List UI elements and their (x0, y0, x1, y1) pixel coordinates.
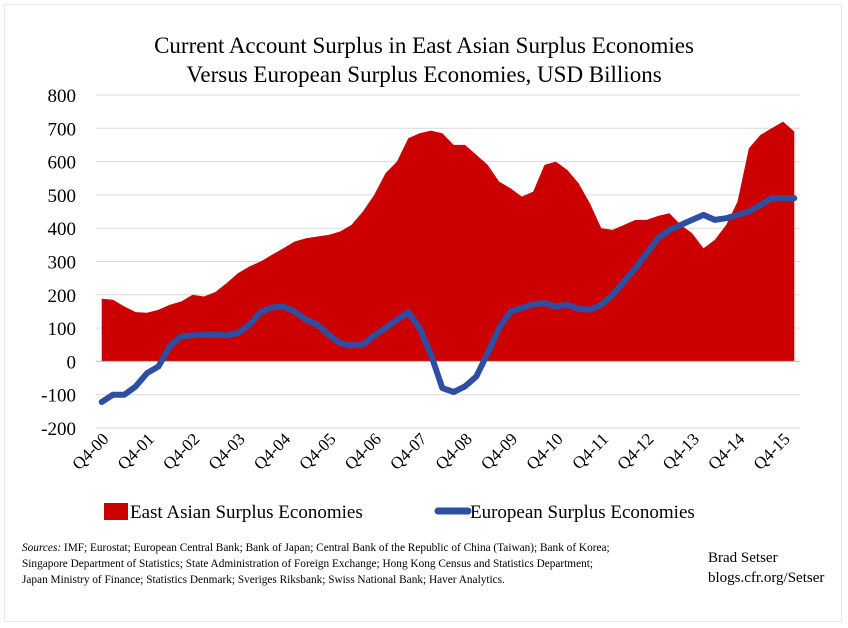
sources-line-2: Singapore Department of Statistics; Stat… (22, 558, 594, 570)
sources-line-1: IMF; Eurostat; European Central Bank; Ba… (61, 542, 610, 554)
y-tick-label: 600 (48, 153, 77, 174)
y-tick-label: -100 (41, 386, 76, 407)
legend: East Asian Surplus Economies European Su… (104, 502, 695, 523)
author-url: blogs.cfr.org/Setser (708, 570, 825, 586)
x-axis-ticks: Q4-00 Q4-01 Q4-02 Q4-03 Q4-04 Q4-05 Q4-06 Q4-07… (68, 429, 793, 474)
y-tick-label: 200 (48, 286, 77, 307)
line-european (98, 195, 798, 405)
chart-frame (4, 4, 842, 622)
y-tick-label: 300 (48, 253, 77, 274)
y-tick-label: 800 (48, 86, 77, 107)
y-tick-label: 400 (48, 219, 77, 240)
y-tick-label: 0 (67, 352, 77, 373)
legend-label-european: European Surplus Economies (470, 502, 695, 523)
x-tick-label: Q4-02 (159, 429, 203, 473)
x-tick-label: Q4-04 (250, 429, 295, 474)
author-credit: Brad Setser blogs.cfr.org/Setser (708, 548, 824, 588)
sources-line-3: Japan Ministry of Finance; Statistics De… (22, 574, 505, 586)
x-tick-label: Q4-13 (659, 429, 703, 473)
x-tick-label: Q4-09 (477, 429, 521, 473)
area-east-asian (101, 121, 795, 362)
y-tick-label: -200 (41, 419, 76, 440)
x-tick-label: Q4-10 (523, 429, 567, 473)
x-tick-label: Q4-03 (205, 429, 249, 473)
chart-subtitle: Versus European Surplus Economies, USD B… (186, 62, 662, 87)
x-tick-label: Q4-15 (750, 429, 794, 473)
legend-label-east-asian: East Asian Surplus Economies (130, 502, 363, 523)
sources-label: Sources: (22, 542, 62, 554)
sources-note: Sources: IMF; Eurostat; European Central… (22, 540, 692, 588)
x-tick-label: Q4-11 (568, 429, 612, 473)
author-name: Brad Setser (708, 550, 778, 566)
legend-swatch-east-asian (104, 503, 128, 520)
x-tick-label: Q4-06 (341, 429, 385, 473)
x-tick-label: Q4-01 (114, 429, 158, 473)
y-tick-label: 500 (48, 186, 77, 207)
x-tick-label: Q4-08 (432, 429, 476, 473)
y-tick-label: 100 (48, 319, 77, 340)
chart-title: Current Account Surplus in East Asian Su… (154, 33, 694, 58)
x-tick-label: Q4-05 (295, 429, 339, 473)
y-axis-ticks: 800 700 600 500 400 300 200 100 0 -100 -200 (41, 86, 76, 440)
x-tick-label: Q4-14 (704, 429, 749, 474)
x-tick-label: Q4-12 (613, 429, 657, 473)
x-tick-label: Q4-07 (386, 429, 431, 474)
y-tick-label: 700 (48, 119, 77, 140)
